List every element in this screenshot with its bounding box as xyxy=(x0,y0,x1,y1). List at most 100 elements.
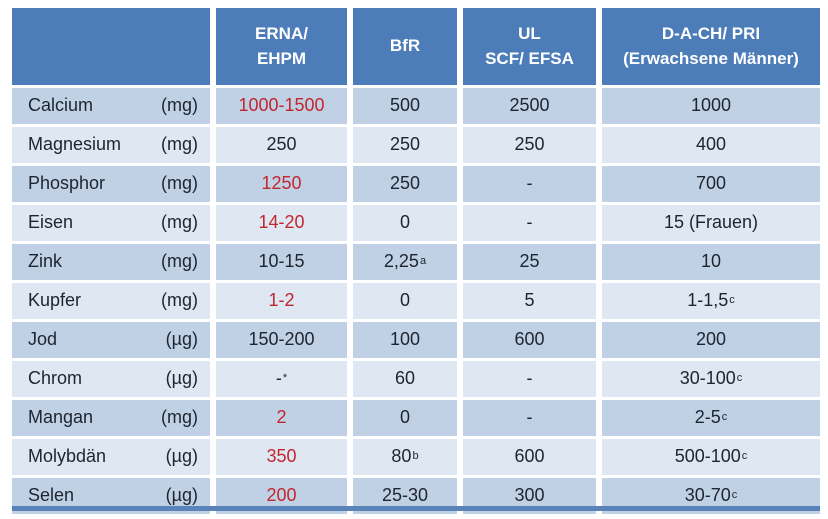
table-row: Chrom (µg) - * 60 - 30-100 c xyxy=(12,361,820,397)
cell-value: 350 xyxy=(266,446,297,467)
nutrient-unit: (mg) xyxy=(161,173,198,194)
cell-nutrient-label: Jod (µg) xyxy=(12,322,210,358)
header-erna-ehpm-line: EHPM xyxy=(256,48,307,68)
cell-bfr: 2,25 a xyxy=(353,244,457,280)
table-row: Molybdän (µg) 350 80 b 600 500-100 c xyxy=(12,439,820,475)
cell-value: 400 xyxy=(695,134,727,155)
cell-erna-ehpm: 14-20 xyxy=(216,205,347,241)
cell-value: 250 xyxy=(389,173,421,194)
table-row: Magnesium (mg) 250 250 250 400 xyxy=(12,127,820,163)
cell-erna-ehpm: 350 xyxy=(216,439,347,475)
header-ul-scf-efsa-line: SCF/ EFSA xyxy=(485,48,574,68)
cell-value: 1000 xyxy=(690,95,732,116)
cell-erna-ehpm: 2 xyxy=(216,400,347,436)
cell-bfr: 250 xyxy=(353,166,457,202)
cell-value: 500-100 xyxy=(674,446,741,467)
cell-ul-scf-efsa: 25 xyxy=(463,244,596,280)
cell-dach-pri: 400 xyxy=(602,127,820,163)
cell-value: 150-200 xyxy=(248,329,315,350)
nutrient-name: Eisen xyxy=(28,212,74,233)
cell-nutrient-label: Chrom (µg) xyxy=(12,361,210,397)
cell-value: 0 xyxy=(399,407,410,428)
cell-erna-ehpm: - * xyxy=(216,361,347,397)
cell-value: 200 xyxy=(266,485,297,506)
header-bfr: BfR xyxy=(353,8,457,85)
nutrient-name: Molybdän xyxy=(28,446,107,467)
cell-value: 200 xyxy=(695,329,727,350)
nutrient-name: Phosphor xyxy=(28,173,106,194)
cell-nutrient-label: Calcium (mg) xyxy=(12,88,210,124)
cell-nutrient-label: Phosphor (mg) xyxy=(12,166,210,202)
cell-value: 2500 xyxy=(509,95,550,116)
mineral-limits-table: ERNA/EHPM BfR UL SCF/ EFSA D-A-CH/ PRI (Erwac… xyxy=(12,8,820,517)
cell-value: 0 xyxy=(399,290,410,311)
cell-ul-scf-efsa: 600 xyxy=(463,322,596,358)
cell-value: - xyxy=(526,212,533,233)
nutrient-unit: (mg) xyxy=(161,251,198,272)
cell-nutrient-label: Molybdän (µg) xyxy=(12,439,210,475)
nutrient-unit: (mg) xyxy=(161,212,198,233)
cell-value: - xyxy=(526,407,533,428)
cell-value: 10-15 xyxy=(258,251,305,272)
cell-value: 300 xyxy=(514,485,545,506)
cell-value: 1250 xyxy=(261,173,302,194)
cell-nutrient-label: Zink (mg) xyxy=(12,244,210,280)
cell-ul-scf-efsa: 600 xyxy=(463,439,596,475)
cell-dach-pri: 30-100 c xyxy=(602,361,820,397)
cell-erna-ehpm: 250 xyxy=(216,127,347,163)
cell-dach-pri: 1-1,5 c xyxy=(602,283,820,319)
cell-value: 700 xyxy=(695,173,727,194)
header-dach-pri-line: (Erwachsene Männer) xyxy=(623,48,799,68)
nutrient-unit: (mg) xyxy=(161,407,198,428)
table-row: Calcium (mg) 1000-1500 500 2500 1000 xyxy=(12,88,820,124)
cell-bfr: 500 xyxy=(353,88,457,124)
cell-value: 80 xyxy=(391,446,412,467)
cell-value: 250 xyxy=(514,134,545,155)
cell-ul-scf-efsa: - xyxy=(463,166,596,202)
nutrient-unit: (µg) xyxy=(165,329,198,350)
nutrient-name: Selen xyxy=(28,485,75,506)
cell-erna-ehpm: 1250 xyxy=(216,166,347,202)
cell-value: 60 xyxy=(394,368,416,389)
cell-ul-scf-efsa: 5 xyxy=(463,283,596,319)
nutrient-name: Mangan xyxy=(28,407,94,428)
table-row: Eisen (mg) 14-20 0 - 15 (Frauen) xyxy=(12,205,820,241)
cell-value: - xyxy=(275,368,282,389)
nutrient-unit: (µg) xyxy=(165,485,198,506)
cell-value: 1-1,5 xyxy=(687,290,729,311)
cell-value: 5 xyxy=(524,290,535,311)
nutrient-unit: (mg) xyxy=(161,95,198,116)
cell-value: 14-20 xyxy=(258,212,305,233)
nutrient-name: Chrom xyxy=(28,368,83,389)
cell-erna-ehpm: 10-15 xyxy=(216,244,347,280)
header-label xyxy=(12,8,210,85)
cell-value: 1-2 xyxy=(268,290,295,311)
header-dach-pri-line: D-A-CH/ PRI xyxy=(661,23,761,43)
cell-ul-scf-efsa: 2500 xyxy=(463,88,596,124)
nutrient-unit: (µg) xyxy=(165,446,198,467)
cell-value: 2,25 xyxy=(383,251,419,272)
cell-value: 15 (Frauen) xyxy=(663,212,759,233)
nutrient-name: Magnesium xyxy=(28,134,122,155)
cell-bfr: 60 xyxy=(353,361,457,397)
cell-value: 25 xyxy=(519,251,540,272)
cell-bfr: 0 xyxy=(353,205,457,241)
nutrient-unit: (µg) xyxy=(165,368,198,389)
nutrient-name: Zink xyxy=(28,251,63,272)
cell-value: 500 xyxy=(389,95,421,116)
cell-bfr: 250 xyxy=(353,127,457,163)
cell-nutrient-label: Mangan (mg) xyxy=(12,400,210,436)
nutrient-unit: (mg) xyxy=(161,290,198,311)
header-erna-ehpm-line: ERNA/ xyxy=(255,23,308,43)
header-erna-ehpm: ERNA/EHPM xyxy=(216,8,347,85)
cell-nutrient-label: Eisen (mg) xyxy=(12,205,210,241)
cell-value: - xyxy=(526,368,533,389)
cell-dach-pri: 1000 xyxy=(602,88,820,124)
cell-bfr: 80 b xyxy=(353,439,457,475)
cell-ul-scf-efsa: 250 xyxy=(463,127,596,163)
nutrient-unit: (mg) xyxy=(161,134,198,155)
cell-value: 10 xyxy=(700,251,722,272)
cell-dach-pri: 500-100 c xyxy=(602,439,820,475)
cell-value: 30-100 xyxy=(679,368,736,389)
